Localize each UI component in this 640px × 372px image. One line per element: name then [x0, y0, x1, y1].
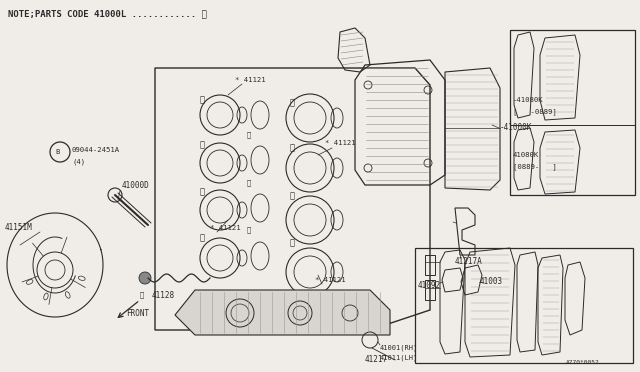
Text: ※: ※	[290, 238, 295, 247]
Text: NOTE;PARTS CODE 41000L ............ ※: NOTE;PARTS CODE 41000L ............ ※	[8, 10, 207, 19]
Text: ※: ※	[290, 99, 295, 108]
Text: [   -0889]: [ -0889]	[513, 109, 557, 115]
Text: 09044-2451A: 09044-2451A	[72, 147, 120, 153]
Polygon shape	[175, 290, 390, 335]
Text: 41000D: 41000D	[122, 180, 150, 189]
Text: 41217: 41217	[365, 356, 388, 365]
Text: 41080K: 41080K	[513, 152, 540, 158]
Text: 41217A: 41217A	[455, 257, 483, 266]
Text: A770*0052: A770*0052	[566, 359, 600, 365]
Bar	[510, 30, 635, 195]
Text: * 41121: * 41121	[235, 77, 266, 83]
Bar	[415, 248, 633, 363]
Text: (4): (4)	[72, 159, 85, 165]
Text: * 41121: * 41121	[315, 277, 346, 283]
Text: ※: ※	[247, 132, 252, 138]
Text: ※: ※	[140, 292, 144, 298]
Text: 41011(LH): 41011(LH)	[380, 355, 419, 361]
Text: 41092: 41092	[418, 280, 441, 289]
Text: * 41121: * 41121	[325, 140, 356, 146]
Text: 41128: 41128	[152, 291, 175, 299]
Text: ※: ※	[290, 144, 295, 153]
Text: ※: ※	[200, 96, 205, 105]
Text: 41151M: 41151M	[5, 224, 33, 232]
Text: ※: ※	[200, 234, 205, 243]
Text: ※: ※	[247, 180, 252, 186]
Text: ※: ※	[247, 227, 252, 233]
Text: FRONT: FRONT	[126, 308, 149, 317]
Text: ※: ※	[200, 141, 205, 150]
Text: ※: ※	[290, 192, 295, 201]
Text: 41001(RH): 41001(RH)	[380, 345, 419, 351]
Circle shape	[139, 272, 151, 284]
Text: ※: ※	[200, 187, 205, 196]
Text: -41080K: -41080K	[513, 97, 543, 103]
Text: * 41121: * 41121	[210, 225, 241, 231]
Text: B: B	[56, 149, 60, 155]
Text: 41003: 41003	[480, 278, 503, 286]
Text: -41000K: -41000K	[500, 124, 532, 132]
Text: [0889-   ]: [0889- ]	[513, 164, 557, 170]
